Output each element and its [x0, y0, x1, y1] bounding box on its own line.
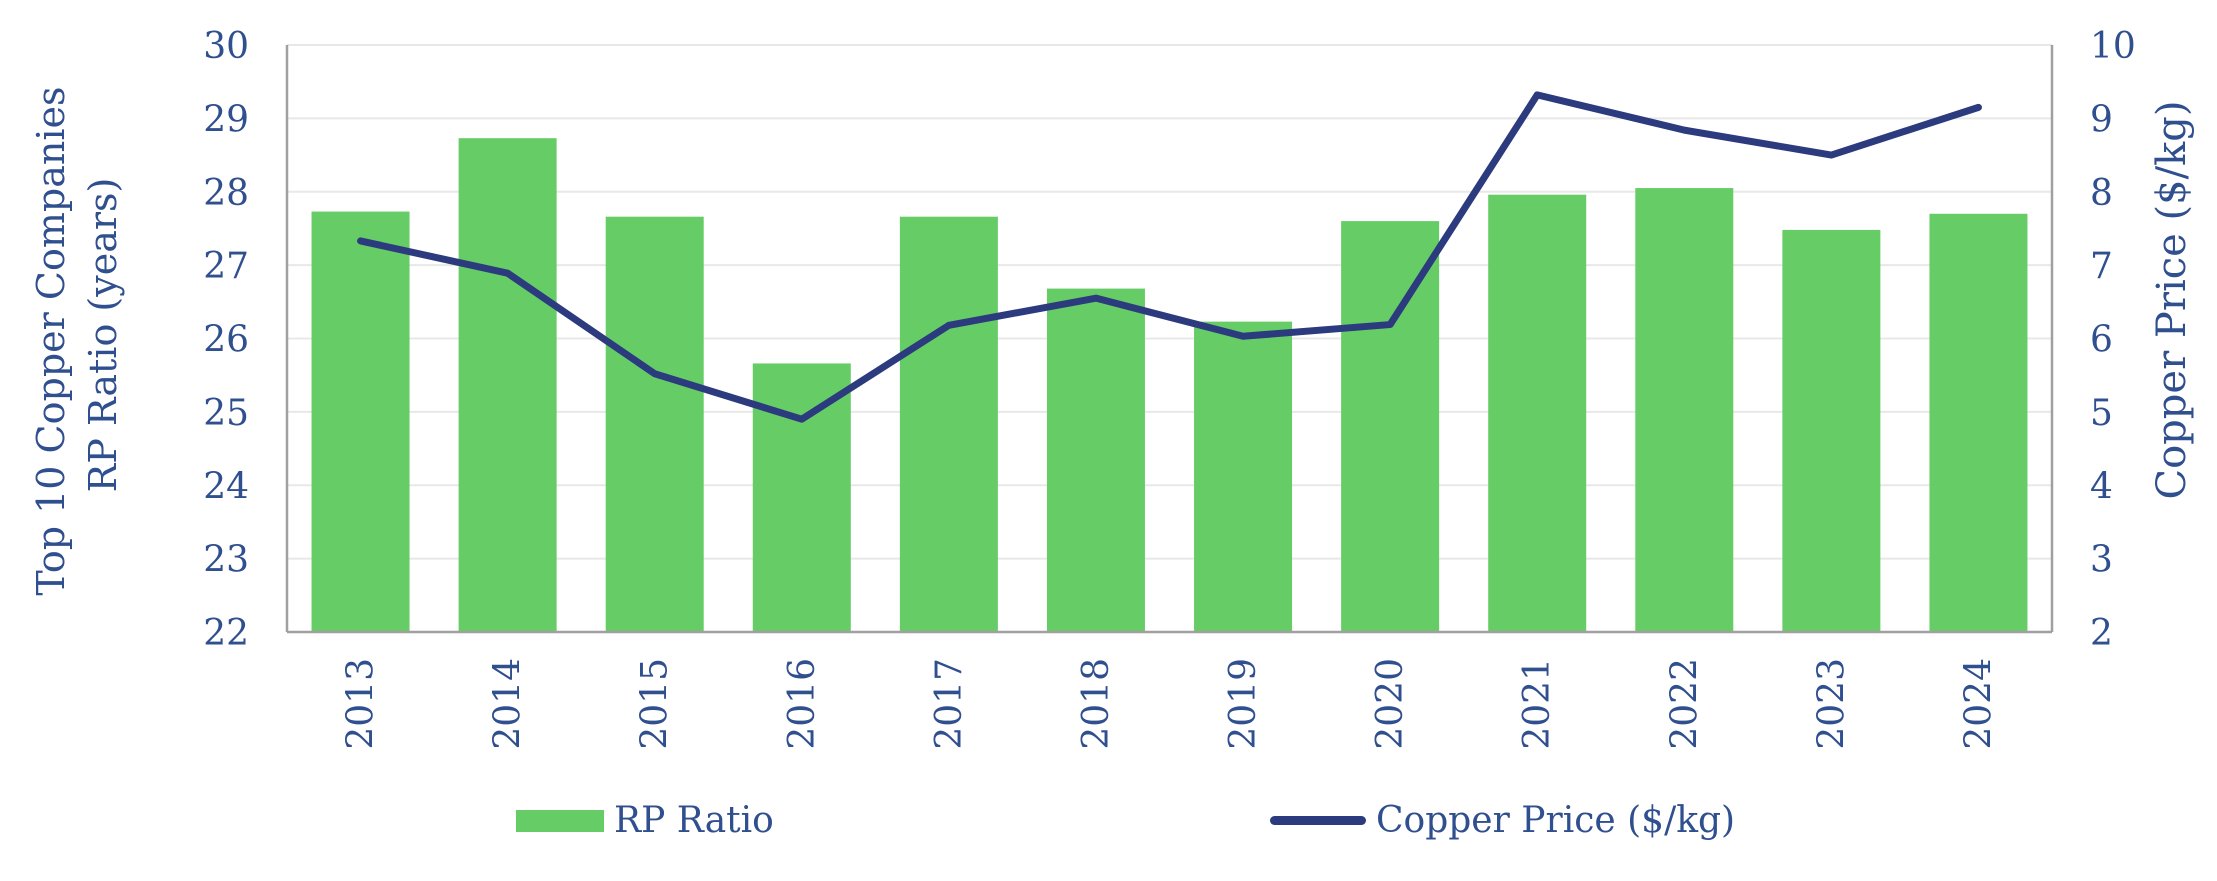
- bar-2023: [1782, 229, 1881, 632]
- bar-2019: [1194, 321, 1293, 632]
- legend-swatch-bar: [516, 809, 604, 832]
- left-axis-title-line-1: Top 10 Copper Companies: [29, 87, 73, 596]
- right-axis-title: Copper Price ($/kg): [2149, 100, 2195, 499]
- right-tick-label: 4: [2090, 466, 2113, 507]
- bar-2024: [1929, 213, 2028, 632]
- bar-series-rp-ratio: [311, 138, 2028, 633]
- legend-item-copper-price: Copper Price ($/kg): [1270, 800, 1735, 841]
- x-tick-label-2015: 2015: [635, 658, 676, 750]
- x-tick-label-2022: 2022: [1664, 658, 1705, 750]
- left-tick-label: 30: [203, 26, 249, 67]
- right-tick-label: 8: [2090, 173, 2113, 214]
- legend-swatch-line: [1270, 816, 1366, 825]
- x-tick-label-2019: 2019: [1223, 658, 1264, 750]
- x-tick-label-2024: 2024: [1958, 658, 1999, 750]
- x-tick-label-2021: 2021: [1517, 658, 1558, 750]
- bar-2013: [311, 211, 410, 632]
- right-tick-label: 10: [2090, 26, 2136, 67]
- x-tick-label-2023: 2023: [1811, 658, 1852, 750]
- right-tick-label: 5: [2090, 393, 2113, 434]
- left-tick-label: 29: [203, 99, 249, 140]
- right-tick-label: 7: [2090, 246, 2113, 287]
- left-axis-tick-labels: 22 23 24 25 26 27 28 29 30: [203, 26, 249, 654]
- legend-item-rp-ratio: RP Ratio: [516, 800, 774, 841]
- right-axis-tick-labels: 2 3 4 5 6 7 8 9 10: [2090, 26, 2136, 654]
- right-tick-label: 6: [2090, 320, 2113, 361]
- bar-2022: [1635, 188, 1734, 633]
- left-tick-label: 23: [203, 540, 249, 581]
- left-tick-label: 27: [203, 246, 249, 287]
- bar-2021: [1488, 194, 1587, 632]
- bar-2014: [458, 138, 557, 632]
- legend-label-copper-price: Copper Price ($/kg): [1376, 800, 1736, 841]
- legend-label-rp-ratio: RP Ratio: [614, 800, 774, 841]
- x-tick-label-2014: 2014: [488, 658, 529, 750]
- bar-2020: [1341, 221, 1440, 632]
- left-axis-title: Top 10 Copper Companies RP Ratio (years): [29, 74, 125, 595]
- left-tick-label: 26: [203, 320, 249, 361]
- x-tick-label-2017: 2017: [929, 658, 970, 750]
- bar-2018: [1046, 288, 1145, 632]
- bar-2015: [605, 216, 704, 632]
- x-tick-label-2018: 2018: [1076, 658, 1117, 750]
- left-axis-title-line-2: RP Ratio (years): [81, 178, 125, 493]
- x-axis-tick-labels: 2013 2014 2015 2016 2017 2018 2019 2020 2021 2022…: [341, 658, 2000, 750]
- x-tick-label-2020: 2020: [1370, 658, 1411, 750]
- gridlines: [287, 44, 2052, 560]
- left-tick-label: 22: [203, 613, 249, 654]
- right-tick-label: 9: [2090, 99, 2113, 140]
- axes: [285, 45, 2054, 634]
- copper-price-line: [357, 91, 1982, 423]
- right-tick-label: 3: [2090, 540, 2113, 581]
- right-tick-label: 2: [2090, 613, 2113, 654]
- left-tick-label: 25: [203, 393, 249, 434]
- line-series-copper-price: [357, 91, 1982, 423]
- left-tick-label: 28: [203, 173, 249, 214]
- x-tick-label-2013: 2013: [341, 658, 382, 750]
- bar-2017: [899, 216, 998, 632]
- x-tick-label-2016: 2016: [782, 658, 823, 750]
- bar-2016: [752, 363, 851, 632]
- left-tick-label: 24: [203, 466, 249, 507]
